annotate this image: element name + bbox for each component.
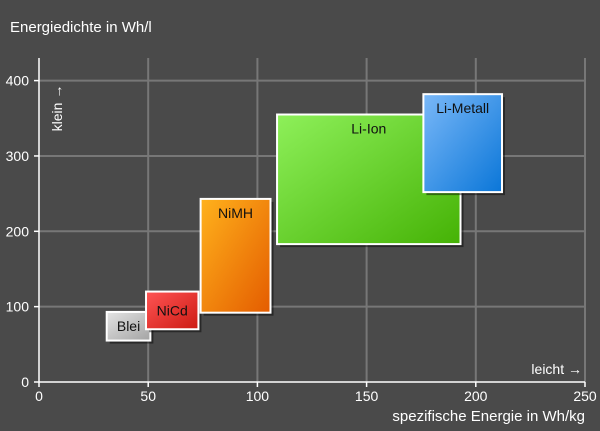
range-rect-li-metall: [422, 93, 504, 194]
range-rect-nimh: [199, 197, 272, 314]
x-tick-label: 250: [573, 388, 597, 404]
x-direction-label: leicht →: [531, 361, 582, 377]
x-tick-label: 0: [35, 388, 43, 404]
y-tick-label: 100: [6, 299, 30, 315]
y-tick-label: 200: [6, 223, 30, 239]
series-label-nimh: NiMH: [218, 205, 253, 221]
chart-title: Energiedichte in Wh/l: [10, 19, 152, 36]
x-axis-label: spezifische Energie in Wh/kg: [392, 408, 585, 425]
axes: [38, 58, 585, 383]
x-tick-label: 150: [355, 388, 379, 404]
series-label-blei: Blei: [117, 318, 140, 334]
tick-labels: 0 50 100 150 200 250 0 100 200 300 400: [6, 73, 597, 404]
range-rect-nicd: [145, 290, 200, 331]
x-tick-label: 50: [140, 388, 156, 404]
y-tick-label: 300: [6, 148, 30, 164]
series-label-li-ion: Li-Ion: [351, 121, 386, 137]
series-rectangles: Blei NiCd NiMH Li-Ion Li-Metall: [105, 93, 506, 344]
y-tick-label: 0: [21, 374, 29, 390]
series-label-nicd: NiCd: [157, 302, 188, 318]
range-rect-blei: [105, 310, 152, 342]
x-tick-label: 100: [246, 388, 270, 404]
series-label-li-metall: Li-Metall: [436, 100, 489, 116]
y-direction-label: klein →: [49, 85, 65, 132]
x-tick-label: 200: [464, 388, 488, 404]
y-tick-label: 400: [6, 73, 30, 89]
